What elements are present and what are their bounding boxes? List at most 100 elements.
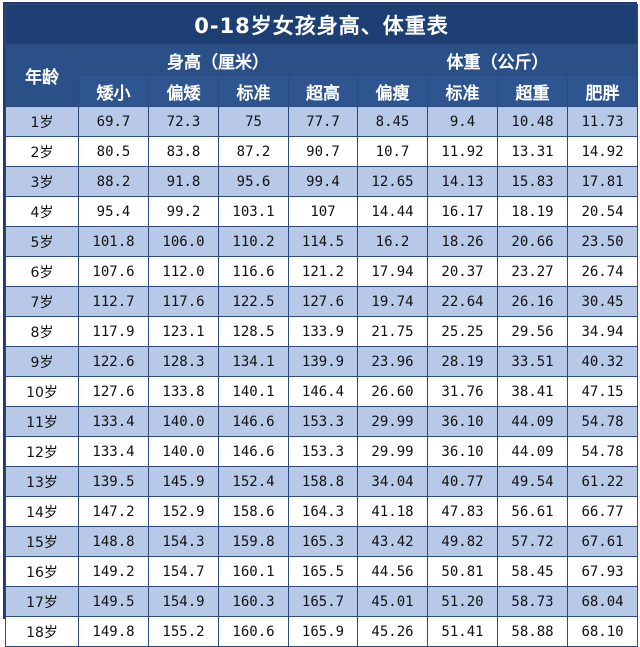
height-below-cell: 128.3 <box>148 346 219 377</box>
height-col-tall: 超高 <box>288 75 358 107</box>
weight-standard-cell: 20.37 <box>427 256 498 287</box>
weight-thin-cell: 43.42 <box>357 526 428 557</box>
height-short-cell: 133.4 <box>78 436 149 467</box>
height-standard-cell: 116.6 <box>218 256 289 287</box>
weight-obese-cell: 30.45 <box>566 286 639 317</box>
age-cell: 1岁 <box>5 106 79 137</box>
height-short-cell: 112.7 <box>78 286 149 317</box>
height-tall-cell: 99.4 <box>288 166 358 197</box>
weight-obese-cell: 67.93 <box>566 556 639 587</box>
weight-standard-cell: 51.41 <box>427 616 498 647</box>
age-cell: 11岁 <box>5 406 79 437</box>
weight-standard-cell: 14.13 <box>427 166 498 197</box>
height-standard-cell: 140.1 <box>218 376 289 407</box>
table-row: 14岁 147.2 152.9 158.6 164.3 41.18 47.83 56.61 66… <box>5 496 639 527</box>
weight-thin-cell: 14.44 <box>357 196 428 227</box>
table-row: 16岁 149.2 154.7 160.1 165.5 44.56 50.81 58.45 67… <box>5 556 639 587</box>
weight-obese-cell: 54.78 <box>566 436 639 467</box>
weight-standard-cell: 11.92 <box>427 136 498 167</box>
weight-over-cell: 58.73 <box>497 586 568 617</box>
height-short-cell: 147.2 <box>78 496 149 527</box>
height-below-cell: 123.1 <box>148 316 219 347</box>
table-body: 1岁 69.7 72.3 75 77.7 8.45 9.4 10.48 11.73 2岁 80.5 8… <box>5 106 639 647</box>
table-row: 9岁 122.6 128.3 134.1 139.9 23.96 28.19 33.51 40.… <box>5 346 639 377</box>
height-standard-cell: 158.6 <box>218 496 289 527</box>
height-short-cell: 88.2 <box>78 166 149 197</box>
weight-col-over: 超重 <box>497 75 568 107</box>
height-short-cell: 149.8 <box>78 616 149 647</box>
height-tall-cell: 146.4 <box>288 376 358 407</box>
weight-thin-cell: 26.60 <box>357 376 428 407</box>
height-short-cell: 149.2 <box>78 556 149 587</box>
weight-standard-cell: 22.64 <box>427 286 498 317</box>
weight-thin-cell: 45.01 <box>357 586 428 617</box>
table-row: 10岁 127.6 133.8 140.1 146.4 26.60 31.76 38.41 47… <box>5 376 639 407</box>
height-col-short: 矮小 <box>78 75 149 107</box>
height-short-cell: 117.9 <box>78 316 149 347</box>
height-short-cell: 122.6 <box>78 346 149 377</box>
weight-thin-cell: 17.94 <box>357 256 428 287</box>
height-short-cell: 69.7 <box>78 106 149 137</box>
table-row: 18岁 149.8 155.2 160.6 165.9 45.26 51.41 58.88 68… <box>5 616 639 647</box>
table-row: 2岁 80.5 83.8 87.2 90.7 10.7 11.92 13.31 14.92 <box>5 136 639 167</box>
age-cell: 5岁 <box>5 226 79 257</box>
height-short-cell: 149.5 <box>78 586 149 617</box>
height-short-cell: 101.8 <box>78 226 149 257</box>
height-below-cell: 133.8 <box>148 376 219 407</box>
height-standard-cell: 110.2 <box>218 226 289 257</box>
table-row: 7岁 112.7 117.6 122.5 127.6 19.74 22.64 26.16 30.… <box>5 286 639 317</box>
age-cell: 17岁 <box>5 586 79 617</box>
age-cell: 13岁 <box>5 466 79 497</box>
height-below-cell: 154.9 <box>148 586 219 617</box>
weight-obese-cell: 68.04 <box>566 586 639 617</box>
weight-over-cell: 44.09 <box>497 406 568 437</box>
height-tall-cell: 90.7 <box>288 136 358 167</box>
height-below-cell: 154.3 <box>148 526 219 557</box>
age-cell: 16岁 <box>5 556 79 587</box>
height-below-cell: 112.0 <box>148 256 219 287</box>
age-cell: 8岁 <box>5 316 79 347</box>
height-tall-cell: 114.5 <box>288 226 358 257</box>
table-row: 4岁 95.4 99.2 103.1 107 14.44 16.17 18.19 20.54 <box>5 196 639 227</box>
height-short-cell: 133.4 <box>78 406 149 437</box>
weight-obese-cell: 14.92 <box>566 136 639 167</box>
weight-thin-cell: 12.65 <box>357 166 428 197</box>
height-below-cell: 117.6 <box>148 286 219 317</box>
height-tall-cell: 107 <box>288 196 358 227</box>
height-below-cell: 145.9 <box>148 466 219 497</box>
height-standard-cell: 160.1 <box>218 556 289 587</box>
height-below-cell: 154.7 <box>148 556 219 587</box>
age-cell: 10岁 <box>5 376 79 407</box>
weight-standard-cell: 28.19 <box>427 346 498 377</box>
height-tall-cell: 153.3 <box>288 406 358 437</box>
height-standard-cell: 160.3 <box>218 586 289 617</box>
weight-thin-cell: 41.18 <box>357 496 428 527</box>
weight-obese-cell: 66.77 <box>566 496 639 527</box>
weight-standard-cell: 36.10 <box>427 406 498 437</box>
height-col-standard: 标准 <box>218 75 289 107</box>
table-row: 11岁 133.4 140.0 146.6 153.3 29.99 36.10 44.09 54… <box>5 406 639 437</box>
height-short-cell: 107.6 <box>78 256 149 287</box>
height-standard-cell: 128.5 <box>218 316 289 347</box>
weight-obese-cell: 40.32 <box>566 346 639 377</box>
weight-over-cell: 58.88 <box>497 616 568 647</box>
weight-standard-cell: 47.83 <box>427 496 498 527</box>
height-tall-cell: 165.5 <box>288 556 358 587</box>
height-col-below: 偏矮 <box>148 75 219 107</box>
height-tall-cell: 77.7 <box>288 106 358 137</box>
height-standard-cell: 159.8 <box>218 526 289 557</box>
weight-standard-cell: 31.76 <box>427 376 498 407</box>
weight-obese-cell: 47.15 <box>566 376 639 407</box>
weight-thin-cell: 21.75 <box>357 316 428 347</box>
height-tall-cell: 133.9 <box>288 316 358 347</box>
age-cell: 12岁 <box>5 436 79 467</box>
height-standard-cell: 146.6 <box>218 436 289 467</box>
weight-thin-cell: 34.04 <box>357 466 428 497</box>
age-cell: 18岁 <box>5 616 79 647</box>
height-standard-cell: 152.4 <box>218 466 289 497</box>
weight-over-cell: 26.16 <box>497 286 568 317</box>
weight-obese-cell: 26.74 <box>566 256 639 287</box>
weight-over-cell: 13.31 <box>497 136 568 167</box>
weight-over-cell: 38.41 <box>497 376 568 407</box>
growth-table: 0-18岁女孩身高、体重表 年龄 身高（厘米） 体重（公斤） 矮小 偏矮 标准 … <box>4 4 639 647</box>
